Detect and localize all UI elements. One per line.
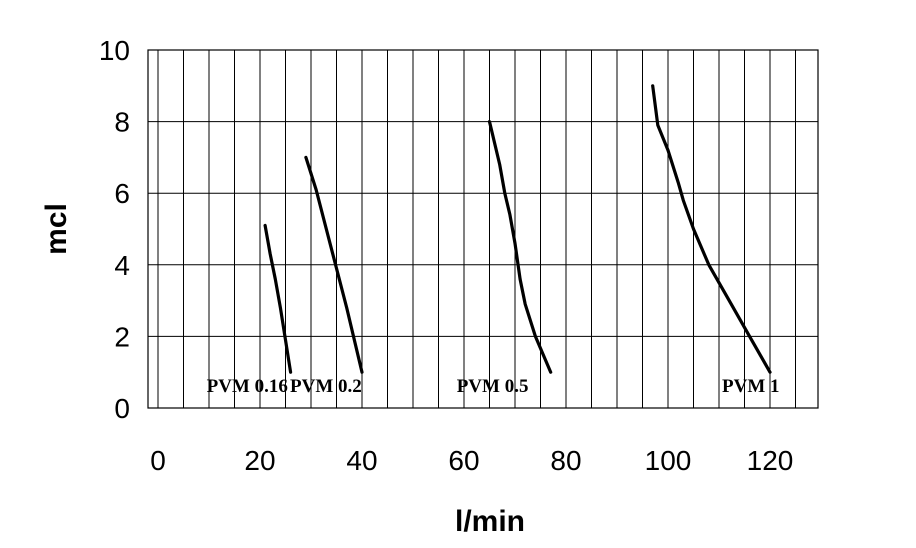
x-tick-label: 60 [448,445,479,476]
curve-label: PVM 1 [722,376,780,397]
curve-label: PVM 0.16 [207,376,288,397]
curve-labels: PVM 0.16 PVM 0.2 PVM 0.5 PVM 1 [207,376,780,397]
series-line-3 [651,84,772,374]
curve-label: PVM 0.5 [457,376,529,397]
series-line-0 [263,223,293,374]
x-tick-label: 20 [244,445,275,476]
plot-frame [147,49,819,409]
y-tick-label: 2 [114,321,130,352]
series-line-2 [487,119,553,374]
y-tick-label: 6 [114,178,130,209]
x-tick-labels: 0 20 40 60 80 100 120 [150,445,793,476]
y-tick-label: 8 [114,107,130,138]
y-tick-labels: 0 2 4 6 8 10 [99,35,130,424]
curve-label: PVM 0.2 [290,376,362,397]
x-tick-label: 0 [150,445,166,476]
y-tick-label: 10 [99,35,130,66]
x-tick-label: 40 [346,445,377,476]
y-tick-label: 0 [114,393,130,424]
x-tick-label: 100 [645,445,692,476]
vertical-gridlines [157,50,796,408]
series-lines [263,84,772,374]
x-axis-title: l/min [455,505,525,538]
y-tick-label: 4 [114,250,130,281]
x-tick-label: 120 [747,445,794,476]
horizontal-gridlines [148,121,818,337]
x-tick-label: 80 [550,445,581,476]
y-axis-title: mcl [40,203,73,255]
series-line-1 [304,155,364,374]
